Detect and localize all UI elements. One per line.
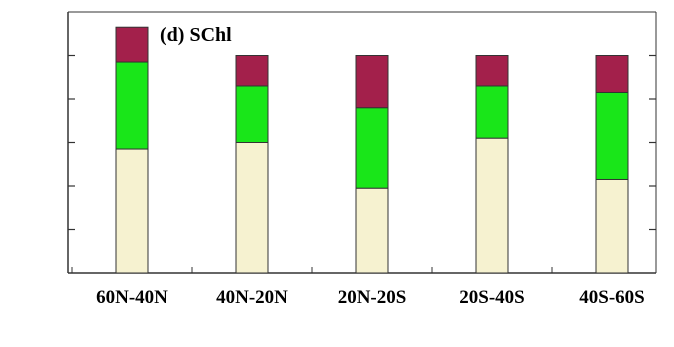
bar-segment-2-60N-40N xyxy=(115,61,149,150)
bar-segment-3-60N-40N xyxy=(115,26,149,63)
x-tick-labels: 60N-40N 40N-20N 20N-20S 20S-40S 40S-60S xyxy=(96,287,645,308)
chart-title: (d) SChl xyxy=(160,24,232,46)
bar-segment-3-40N-20N xyxy=(235,55,269,87)
x-tick-label: 20S-40S xyxy=(459,287,524,308)
x-tick-label: 20N-20S xyxy=(338,287,407,308)
bar-segment-3-40S-60S xyxy=(595,55,629,93)
bar-segment-1-60N-40N xyxy=(115,148,149,274)
bar-segment-2-20S-40S xyxy=(475,85,509,139)
bar-segment-2-40N-20N xyxy=(235,85,269,143)
bar-segment-1-40N-20N xyxy=(235,142,269,274)
bar-segment-2-40S-60S xyxy=(595,91,629,180)
bar-segment-1-20N-20S xyxy=(355,187,389,274)
bar-segment-3-20S-40S xyxy=(475,55,509,87)
bar-segment-3-20N-20S xyxy=(355,55,389,109)
x-tick-label: 60N-40N xyxy=(96,287,168,308)
bar-segment-2-20N-20S xyxy=(355,107,389,189)
bar-segment-1-20S-40S xyxy=(475,137,509,274)
x-tick-label: 40S-60S xyxy=(579,287,644,308)
bars-group xyxy=(115,26,629,274)
bar-segment-1-40S-60S xyxy=(595,178,629,274)
x-tick-label: 40N-20N xyxy=(216,287,288,308)
